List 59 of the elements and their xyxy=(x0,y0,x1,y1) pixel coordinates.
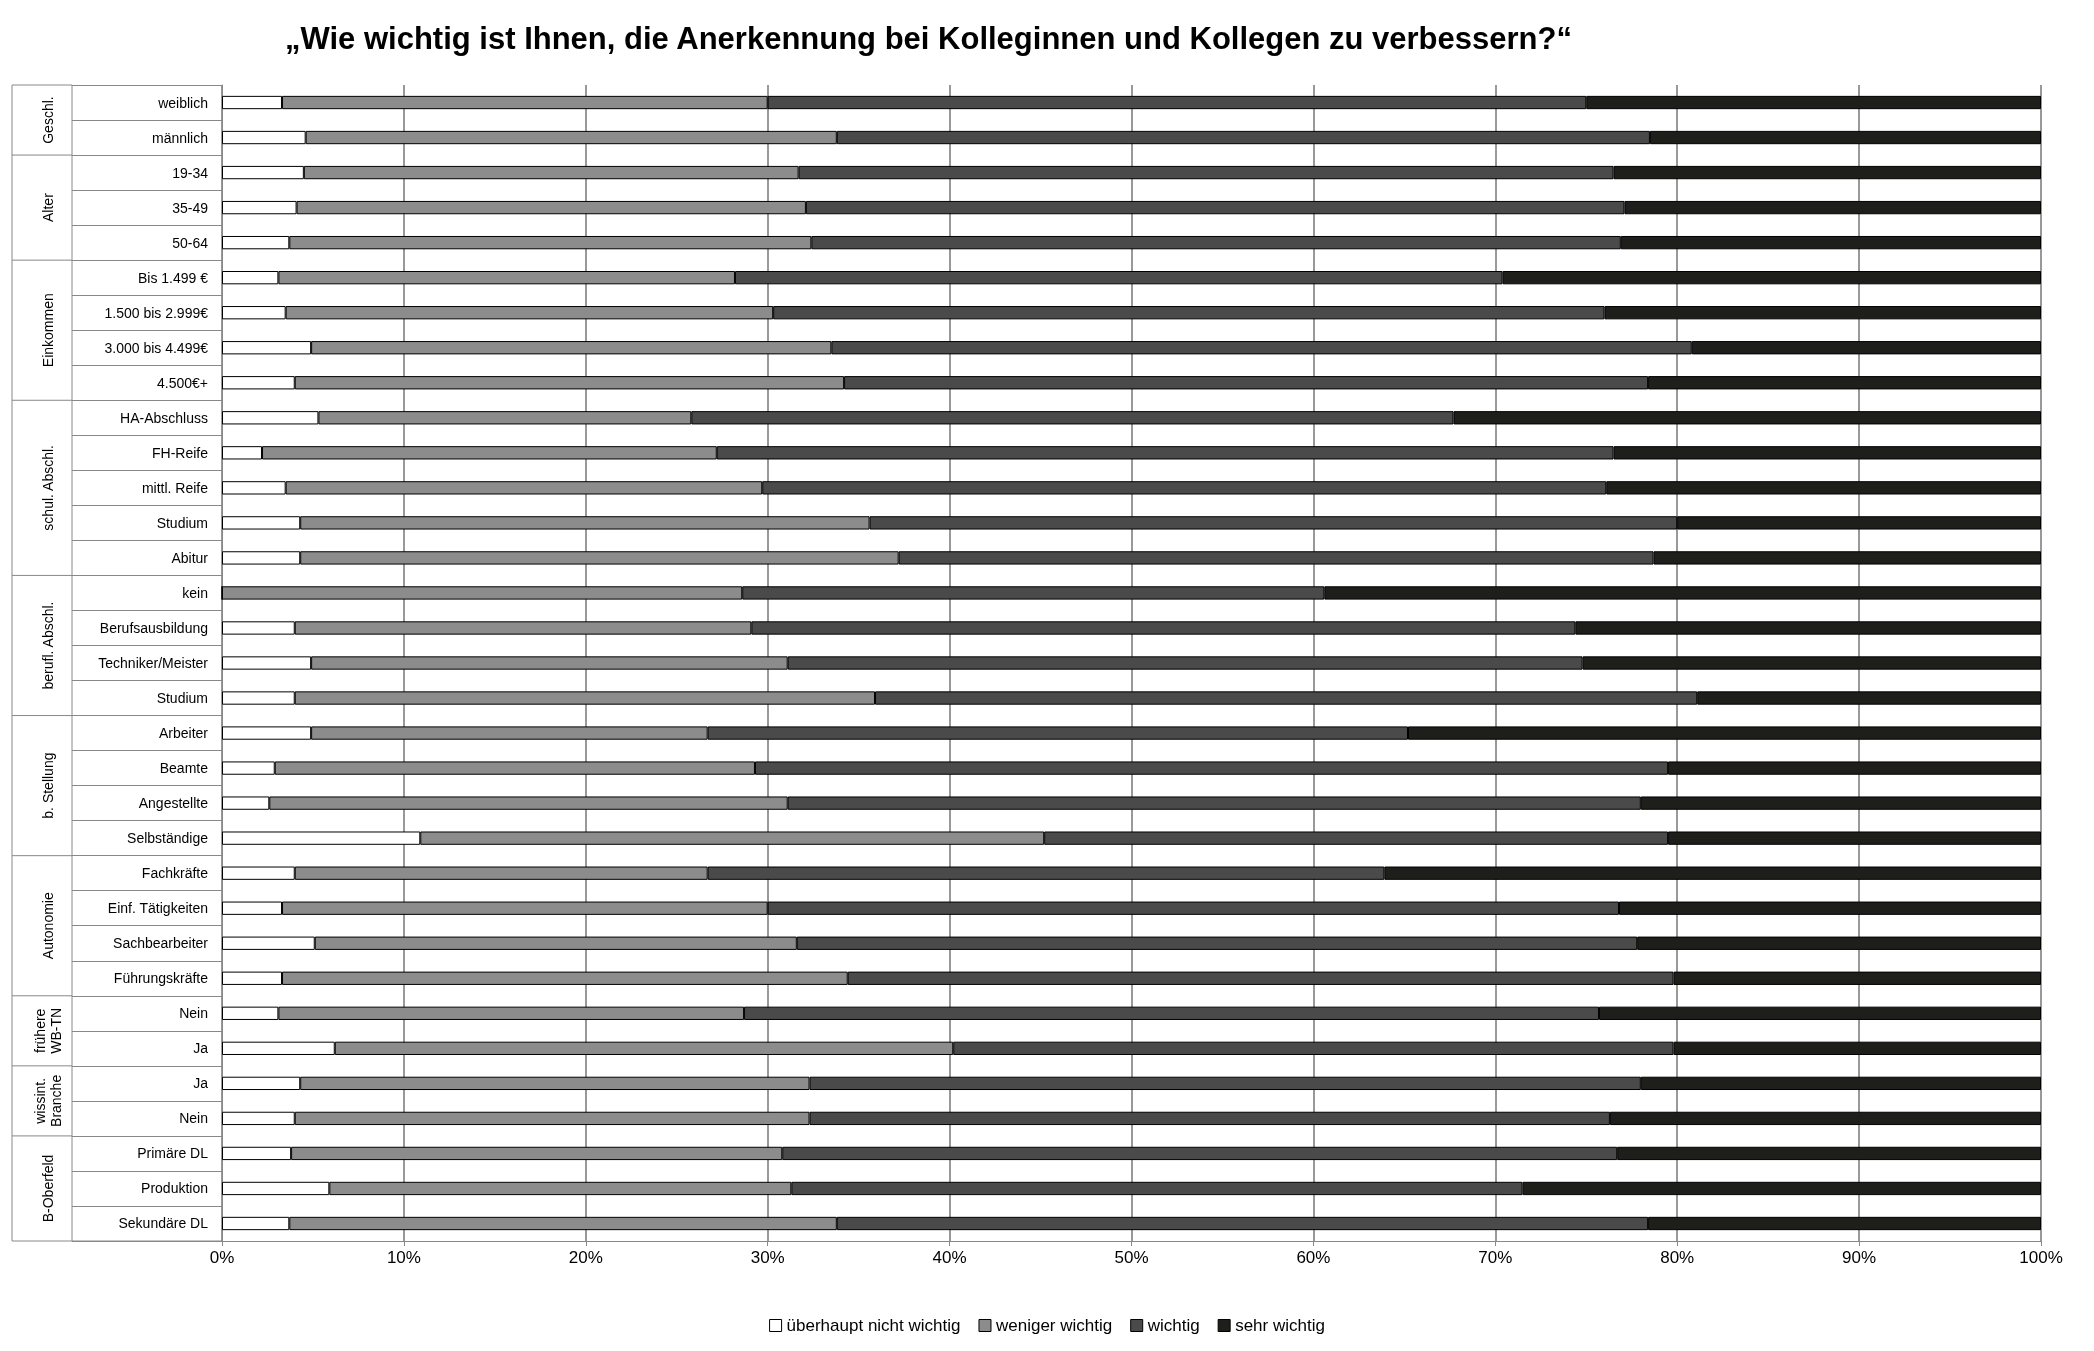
text: schul. Abschl. xyxy=(40,445,56,531)
text: B-Oberfeld xyxy=(40,1154,56,1223)
y-tick-label: Techniker/Meister xyxy=(98,655,209,671)
y-tick-label: Sekundäre DL xyxy=(118,1215,209,1232)
y-tick-label: Produktion xyxy=(141,1180,208,1197)
y-tick-label: Primäre DL xyxy=(137,1145,209,1162)
y-tick-label: Nein xyxy=(179,1005,208,1022)
x-tick-label: 70% xyxy=(1478,1248,1513,1267)
y-tick-label: männlich xyxy=(151,129,208,146)
y-tick-label: Arbeiter xyxy=(158,725,209,742)
text: frühere WB-TN xyxy=(32,1007,64,1054)
legend-label: wichtig xyxy=(1146,1316,1200,1335)
y-tick-label: Studium xyxy=(156,690,208,707)
text: Einkommen xyxy=(40,293,56,368)
x-tick-label: 80% xyxy=(1660,1248,1695,1267)
y-tick-label: 35-49 xyxy=(172,199,209,216)
x-tick-label: 20% xyxy=(568,1248,603,1267)
x-tick-label: 30% xyxy=(750,1248,785,1267)
y-tick-label: Sachbearbeiter xyxy=(113,935,209,952)
y-tick-label: Bis 1.499 € xyxy=(137,269,209,286)
y-tick-label: 50-64 xyxy=(172,234,209,251)
y-tick-label: Ja xyxy=(193,1040,209,1057)
y-tick-label: FH-Reife xyxy=(151,444,209,461)
y-tick-label: Fachkräfte xyxy=(141,865,209,882)
x-tick-label: 100% xyxy=(2019,1248,2063,1267)
x-tick-label: 90% xyxy=(1842,1248,1877,1267)
text: Autonomie xyxy=(40,892,56,960)
y-tick-label: weiblich xyxy=(157,94,208,111)
text: b. Stellung xyxy=(40,752,56,819)
y-tick-label: 19-34 xyxy=(172,164,209,181)
y-tick-label: kein xyxy=(182,584,208,601)
text: Alter xyxy=(40,192,56,222)
legend-label: überhaupt nicht wichtig xyxy=(786,1316,961,1335)
y-tick-label: Selbständige xyxy=(127,830,209,847)
y-tick-label: Studium xyxy=(156,514,208,531)
chart-title: „Wie wichtig ist Ihnen, die Anerkennung bei Kolleginnen und Kollegen zu verbessern?“ xyxy=(285,21,1572,56)
text: wissint. Branche xyxy=(32,1074,64,1127)
legend-label: weniger wichtig xyxy=(994,1316,1113,1335)
legend-label: sehr wichtig xyxy=(1235,1316,1325,1335)
x-tick-label: 10% xyxy=(386,1248,421,1267)
x-tick-label: 40% xyxy=(932,1248,967,1267)
y-tick-label: Abitur xyxy=(171,549,209,566)
y-tick-label: Angestellte xyxy=(138,795,209,812)
y-tick-label: HA-Abschluss xyxy=(120,409,208,426)
y-tick-label: 3.000 bis 4.499€ xyxy=(104,339,209,356)
y-tick-label: mittl. Reife xyxy=(141,479,209,496)
x-tick-label: 0% xyxy=(209,1248,235,1267)
text: Geschl. xyxy=(40,96,56,144)
y-tick-label: 1.500 bis 2.999€ xyxy=(104,304,209,321)
x-tick-label: 50% xyxy=(1114,1248,1149,1267)
y-tick-label: 4.500€+ xyxy=(157,374,208,391)
y-tick-label: Nein xyxy=(179,1110,208,1127)
y-tick-label: Ja xyxy=(193,1075,209,1092)
y-tick-label: Beamte xyxy=(159,760,209,777)
y-tick-label: Berufsausbildung xyxy=(99,619,208,636)
text: berufl. Abschl. xyxy=(40,601,56,690)
x-tick-label: 60% xyxy=(1296,1248,1331,1267)
y-tick-label: Führungskräfte xyxy=(113,970,209,987)
y-tick-label: Einf. Tätigkeiten xyxy=(107,900,208,917)
